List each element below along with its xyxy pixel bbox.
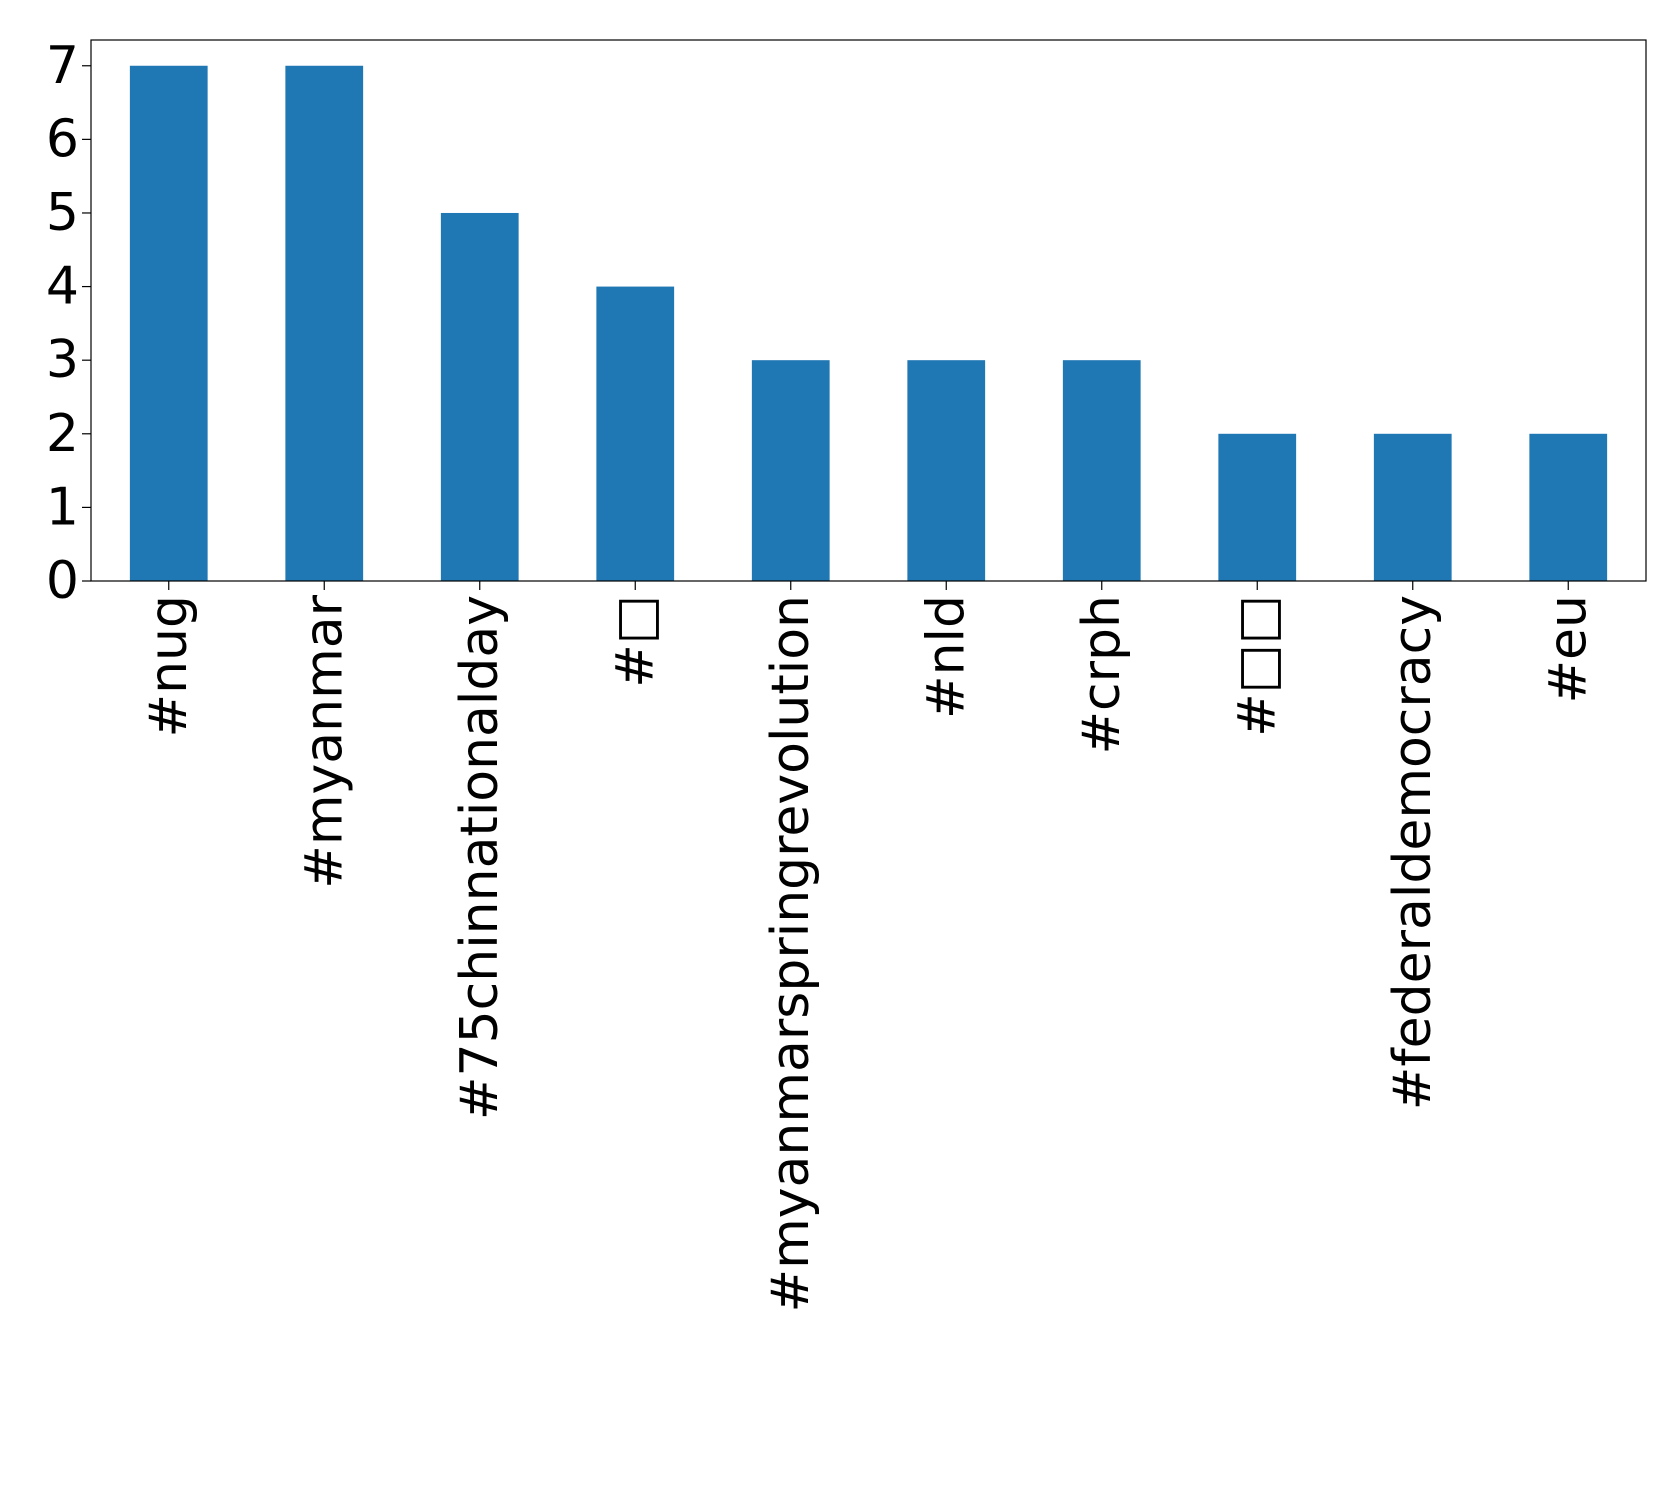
x-tick-label: #nug	[139, 595, 199, 738]
x-tick-label: #nld	[916, 595, 976, 719]
y-tick-label: 3	[46, 330, 79, 390]
x-tick-label: #75chinnationalday	[450, 595, 510, 1120]
y-tick-label: 1	[46, 477, 79, 537]
bar-7	[1218, 433, 1297, 581]
y-axis: 0 1 2 3 4 5 6 7	[46, 36, 91, 611]
x-tick-label: #□□	[1227, 595, 1287, 737]
bar-5	[907, 360, 986, 581]
bars-layer	[129, 65, 1608, 582]
bar-9	[1529, 433, 1608, 581]
y-tick-label: 6	[46, 109, 79, 169]
y-tick-label: 2	[46, 404, 79, 464]
x-tick-label: #myanmar	[294, 594, 354, 888]
bar-0	[129, 65, 208, 581]
x-tick-label: #eu	[1538, 595, 1598, 704]
plot-area-frame	[90, 39, 1647, 582]
bar-6	[1062, 360, 1141, 581]
x-tick-label: #crph	[1072, 595, 1132, 755]
x-tick-label: #□	[605, 595, 665, 688]
x-tick-label: #federaldemocracy	[1383, 595, 1443, 1110]
bar-3	[596, 286, 675, 581]
bar-1	[285, 65, 364, 581]
y-tick-label: 7	[46, 36, 79, 96]
x-tick-label: #myanmarspringrevolution	[761, 595, 821, 1312]
x-axis: #nug #myanmar #75chinnationalday #□ #myanmar…	[139, 581, 1598, 1312]
y-tick-label: 0	[46, 551, 79, 611]
bar-4	[751, 360, 830, 581]
y-tick-label: 5	[46, 183, 79, 243]
bar-8	[1373, 433, 1452, 581]
y-tick-label: 4	[46, 257, 79, 317]
bar-2	[440, 212, 519, 582]
